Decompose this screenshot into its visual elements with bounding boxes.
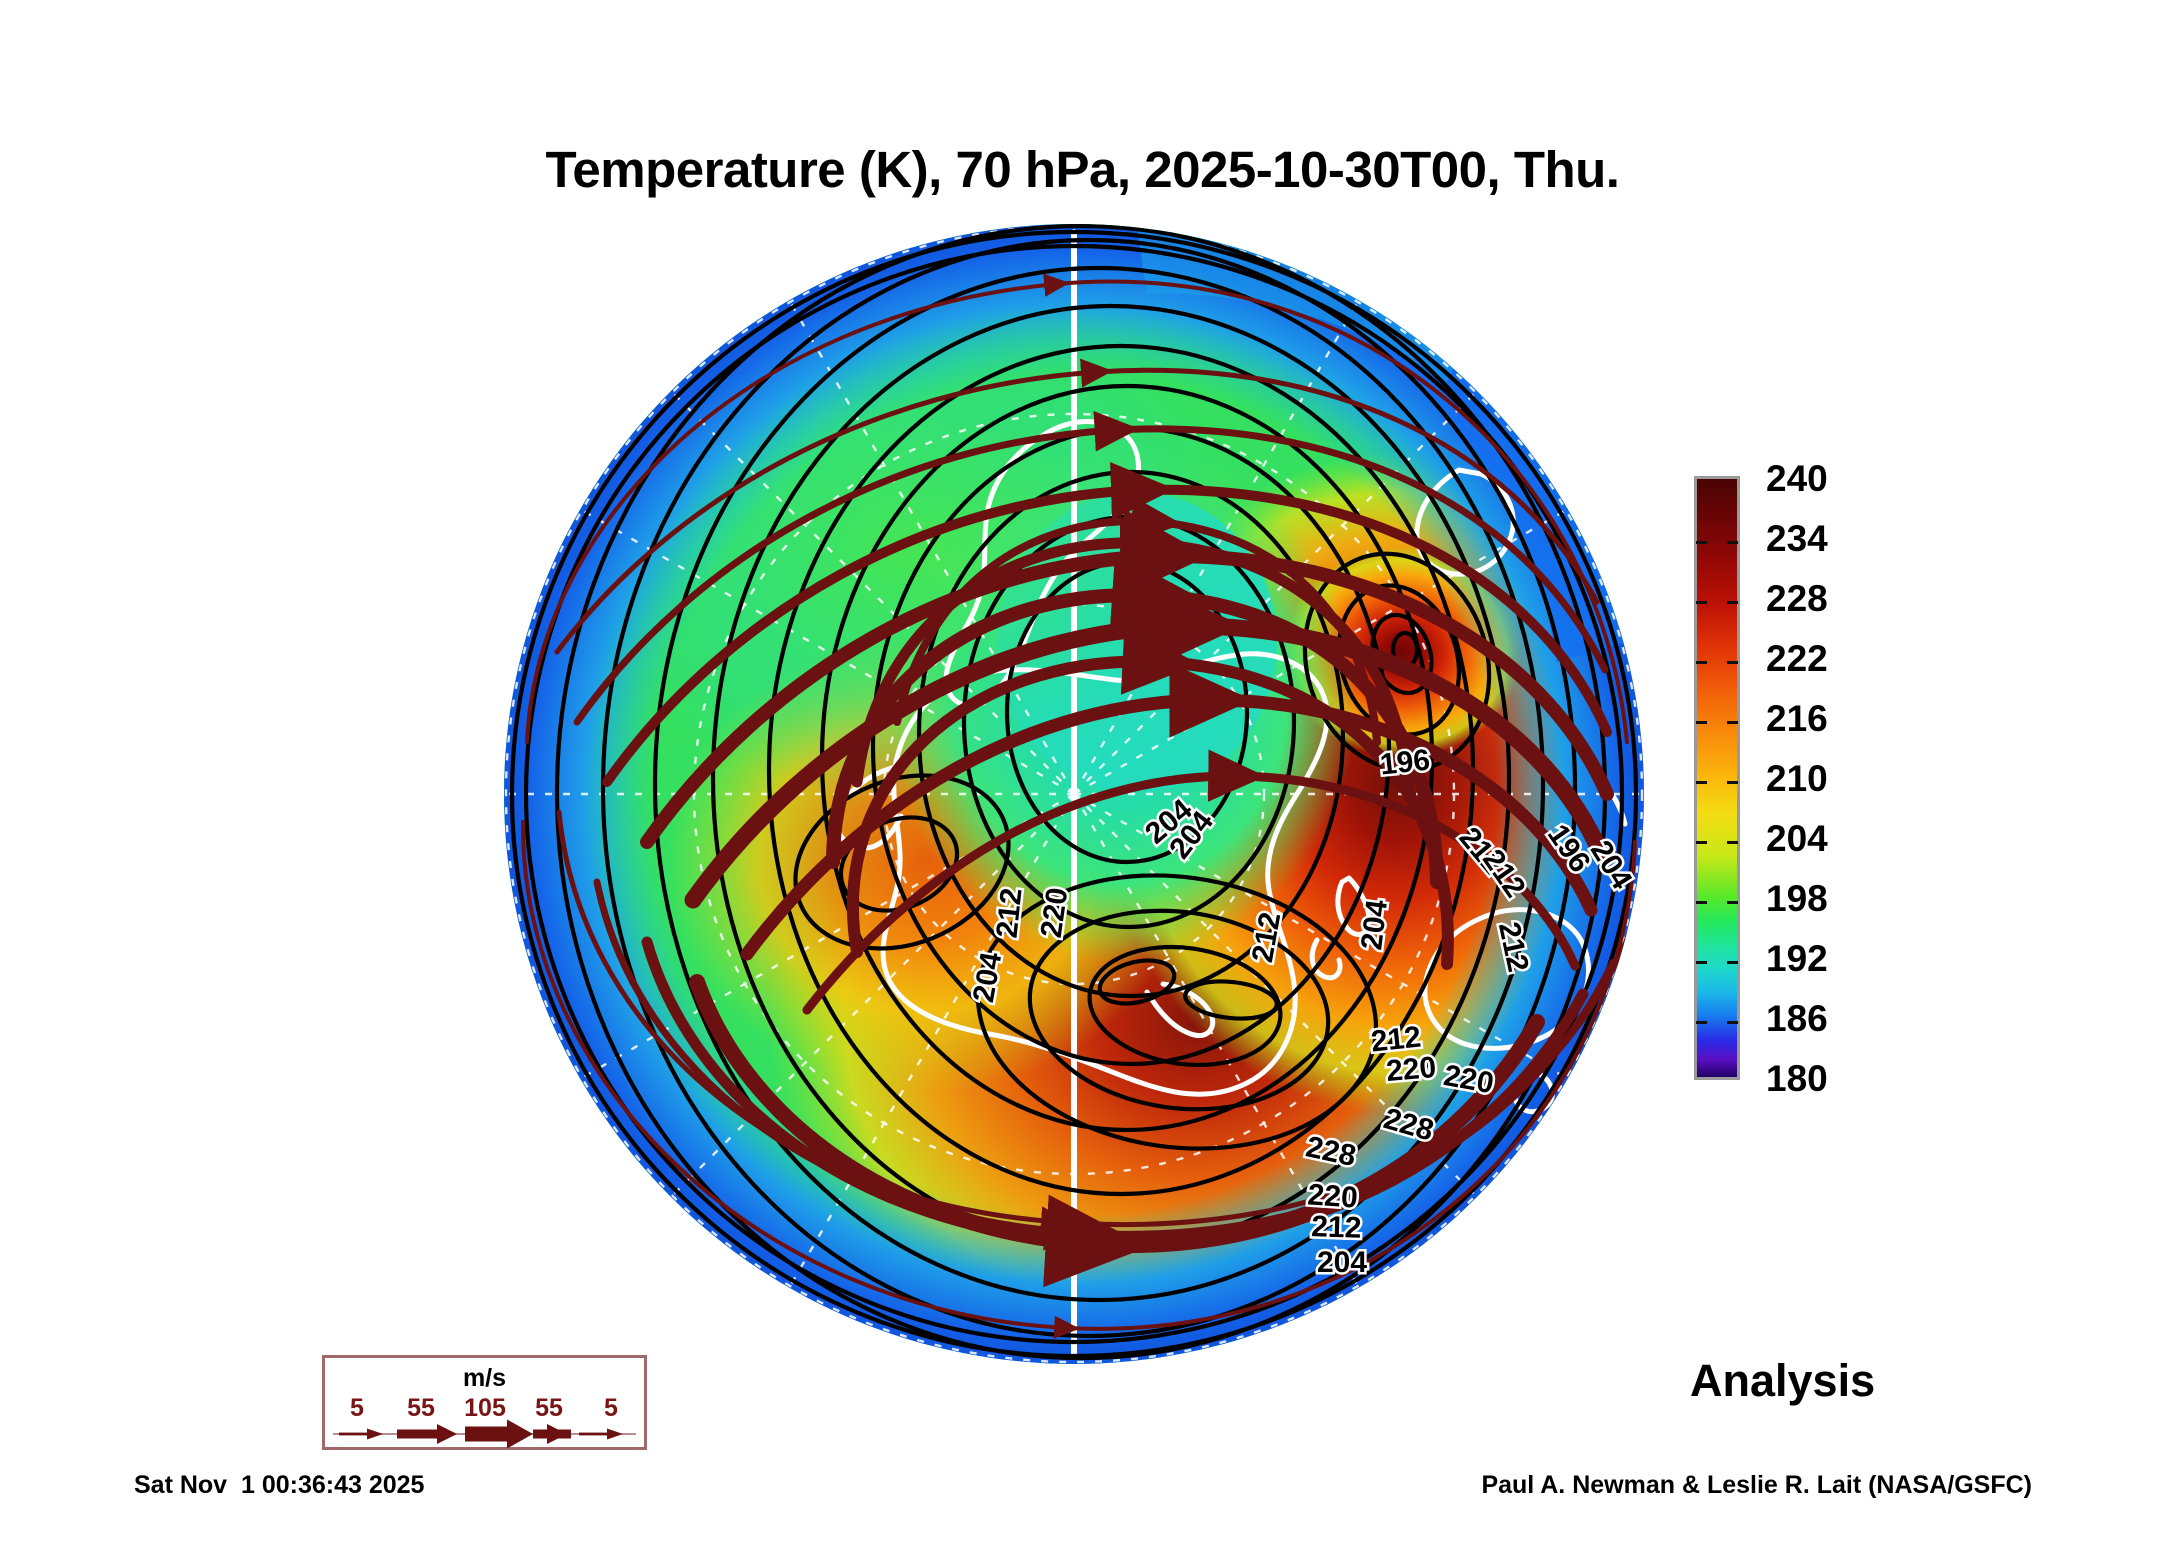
colorbar-tick — [1727, 721, 1738, 724]
colorbar-gradient — [1697, 479, 1737, 1077]
colorbar-tick-label: 222 — [1766, 638, 1828, 679]
contour-label: 212 — [1311, 1210, 1362, 1245]
colorbar-tick — [1727, 541, 1738, 544]
wind-key-value: 5 — [350, 1394, 364, 1422]
colorbar-tick — [1696, 961, 1707, 964]
wind-key-value: 105 — [464, 1394, 506, 1422]
generation-timestamp: Sat Nov 1 00:36:43 2025 — [134, 1471, 425, 1499]
wind-streamlines — [520, 273, 1640, 1339]
colorbar-tick — [1727, 961, 1738, 964]
wind-key-value: 55 — [535, 1394, 563, 1422]
colorbar-tick-labels: 240 234 228 222 216 210 204 198 192 186 180 — [1766, 458, 1896, 1099]
wind-key-arrows — [333, 1419, 636, 1449]
contour-label: 204 — [1317, 1246, 1367, 1279]
contour-label: 220 — [1035, 886, 1075, 940]
contour-label: 220 — [1307, 1178, 1359, 1214]
polar-map[interactable]: 196 196 204 204 204 212 212 204 212 220 212 204 212 2… — [497, 222, 1652, 1367]
colorbar-tick — [1696, 541, 1707, 544]
colorbar-tick — [1727, 901, 1738, 904]
wind-speed-key: m/s 5 55 105 55 5 — [322, 1355, 647, 1450]
colorbar-tick-label: 240 — [1766, 458, 1828, 499]
colorbar[interactable] — [1694, 476, 1740, 1080]
colorbar-tick-label: 234 — [1766, 518, 1828, 559]
wind-key-unit-label: m/s — [462, 1364, 507, 1392]
colorbar-tick — [1727, 841, 1738, 844]
analysis-label: Analysis — [1690, 1355, 1876, 1406]
contour-label: 220 — [1385, 1051, 1438, 1088]
colorbar-bar — [1694, 476, 1740, 1080]
contour-label: 196 — [1378, 744, 1431, 782]
contour-label: 212 — [1492, 919, 1535, 975]
contour-label: 212 — [1369, 1021, 1422, 1059]
colorbar-tick-label: 198 — [1766, 878, 1828, 919]
colorbar-tick-label: 228 — [1766, 578, 1828, 619]
colorbar-tick — [1696, 601, 1707, 604]
colorbar-tick-label: 186 — [1766, 998, 1828, 1039]
colorbar-tick — [1696, 661, 1707, 664]
contour-label: 204 — [1355, 898, 1394, 952]
colorbar-tick — [1696, 901, 1707, 904]
colorbar-tick-label: 210 — [1766, 758, 1828, 799]
colorbar-tick — [1696, 721, 1707, 724]
colorbar-tick-label: 216 — [1766, 698, 1828, 739]
page-title: Temperature (K), 70 hPa, 2025-10-30T00, … — [545, 141, 1620, 198]
colorbar-tick — [1727, 781, 1738, 784]
author-credits: Paul A. Newman & Leslie R. Lait (NASA/GS… — [1481, 1471, 2032, 1499]
colorbar-tick — [1727, 661, 1738, 664]
colorbar-tick — [1696, 781, 1707, 784]
colorbar-tick-label: 180 — [1766, 1058, 1828, 1099]
colorbar-tick — [1727, 1021, 1738, 1024]
colorbar-tick-label: 192 — [1766, 938, 1828, 979]
wind-key-value: 5 — [604, 1394, 618, 1422]
colorbar-tick — [1727, 601, 1738, 604]
colorbar-tick-label: 204 — [1766, 818, 1828, 859]
contour-label: 212 — [991, 886, 1029, 939]
colorbar-tick — [1696, 1021, 1707, 1024]
colorbar-tick — [1696, 841, 1707, 844]
wind-key-value: 55 — [407, 1394, 435, 1422]
